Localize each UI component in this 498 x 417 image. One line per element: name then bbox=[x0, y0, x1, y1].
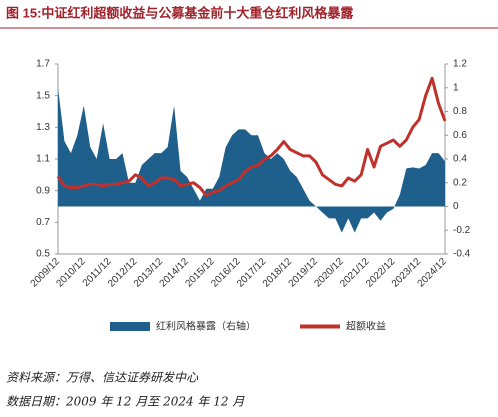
y-tick-label: 1.3 bbox=[36, 122, 50, 133]
y2-tick-label: -0.4 bbox=[453, 249, 471, 260]
y-tick-label: 0.7 bbox=[36, 217, 50, 228]
legend-swatch bbox=[110, 322, 150, 331]
y2-tick-label: 0.6 bbox=[453, 130, 467, 141]
y-tick-label: 0.9 bbox=[36, 185, 50, 196]
excess-return-line bbox=[56, 76, 447, 197]
exposure-area bbox=[58, 87, 445, 233]
y2-tick-label: 1.2 bbox=[453, 59, 467, 70]
source-note: 资料来源：万得、信达证券研发中心 bbox=[6, 371, 199, 385]
legend-label: 超额收益 bbox=[346, 320, 386, 333]
date-note: 数据日期：2009 年 12 月至 2024 年 12 月 bbox=[6, 395, 245, 409]
y-tick-label: 1.5 bbox=[36, 90, 50, 101]
y2-tick-label: 0.2 bbox=[453, 177, 467, 188]
y-tick-label: 1.1 bbox=[36, 154, 50, 165]
y2-tick-label: 1 bbox=[453, 82, 459, 93]
y2-tick-label: 0.4 bbox=[453, 154, 467, 165]
y2-tick-label: -0.2 bbox=[453, 225, 471, 236]
chart-title: 图 15:中证红利超额收益与公募基金前十大重仓红利风格暴露 bbox=[6, 5, 354, 20]
legend-label: 红利风格暴露（右轴） bbox=[156, 320, 256, 333]
y2-tick-label: 0.8 bbox=[453, 106, 467, 117]
x-tick-label: 2024/12 bbox=[416, 256, 450, 290]
y-tick-label: 0.5 bbox=[36, 249, 50, 260]
y-tick-label: 1.7 bbox=[36, 59, 50, 70]
y2-tick-label: 0 bbox=[453, 201, 459, 212]
